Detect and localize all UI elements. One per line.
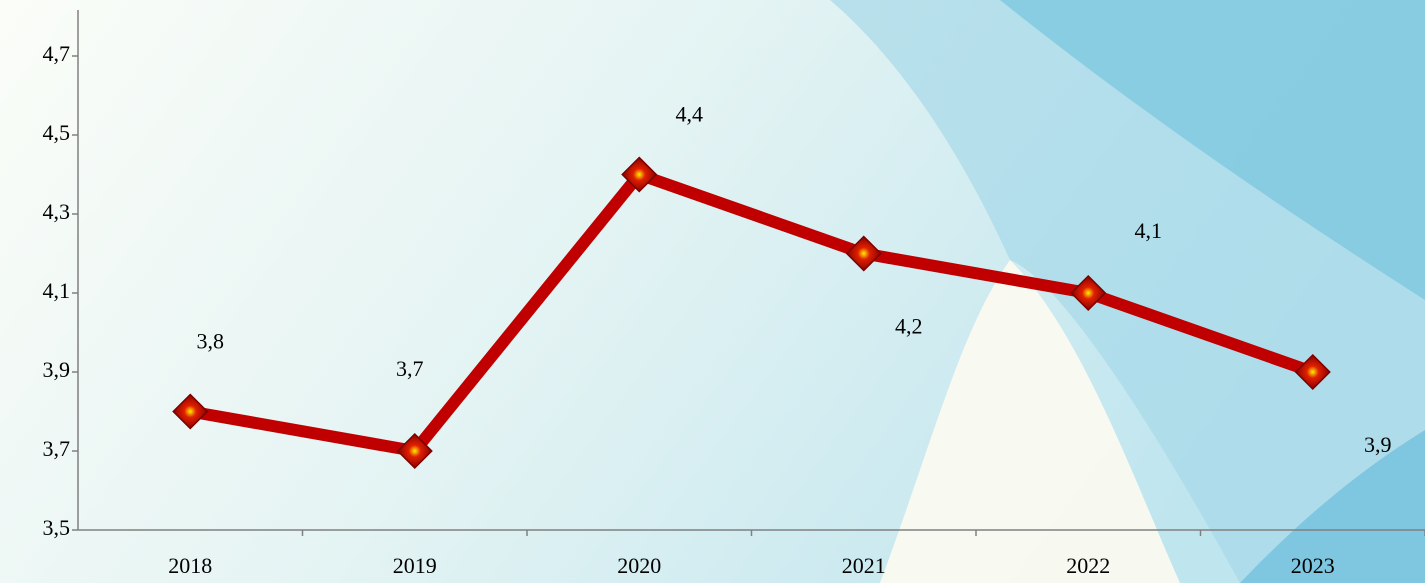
marker xyxy=(621,156,658,193)
x-tick-label: 2023 xyxy=(1291,553,1335,578)
y-tick-label: 3,5 xyxy=(43,515,71,540)
y-tick-label: 4,5 xyxy=(43,120,71,145)
x-tick-label: 2018 xyxy=(168,553,212,578)
data-label: 4,1 xyxy=(1135,218,1163,243)
background-shape xyxy=(1240,430,1425,583)
data-label: 3,9 xyxy=(1364,432,1392,457)
data-label: 4,2 xyxy=(895,314,923,339)
background-shape xyxy=(1000,0,1425,300)
x-tick-label: 2020 xyxy=(617,553,661,578)
marker xyxy=(1070,274,1107,312)
marker xyxy=(396,432,433,470)
data-label: 4,4 xyxy=(676,102,704,127)
y-tick-label: 4,7 xyxy=(43,41,71,66)
y-tick-label: 4,1 xyxy=(43,278,71,303)
x-tick-label: 2021 xyxy=(842,553,886,578)
background-shape xyxy=(880,260,1180,583)
y-tick-label: 3,7 xyxy=(43,436,71,461)
line-series xyxy=(189,168,1315,457)
x-tick-label: 2022 xyxy=(1066,553,1110,578)
marker xyxy=(845,235,882,272)
marker xyxy=(1294,353,1331,391)
data-label: 3,7 xyxy=(396,356,424,381)
x-tick-label: 2019 xyxy=(393,553,437,578)
y-tick-label: 4,3 xyxy=(43,199,71,224)
y-tick-label: 3,9 xyxy=(43,357,71,382)
data-label: 3,8 xyxy=(197,329,225,354)
marker xyxy=(172,393,209,430)
